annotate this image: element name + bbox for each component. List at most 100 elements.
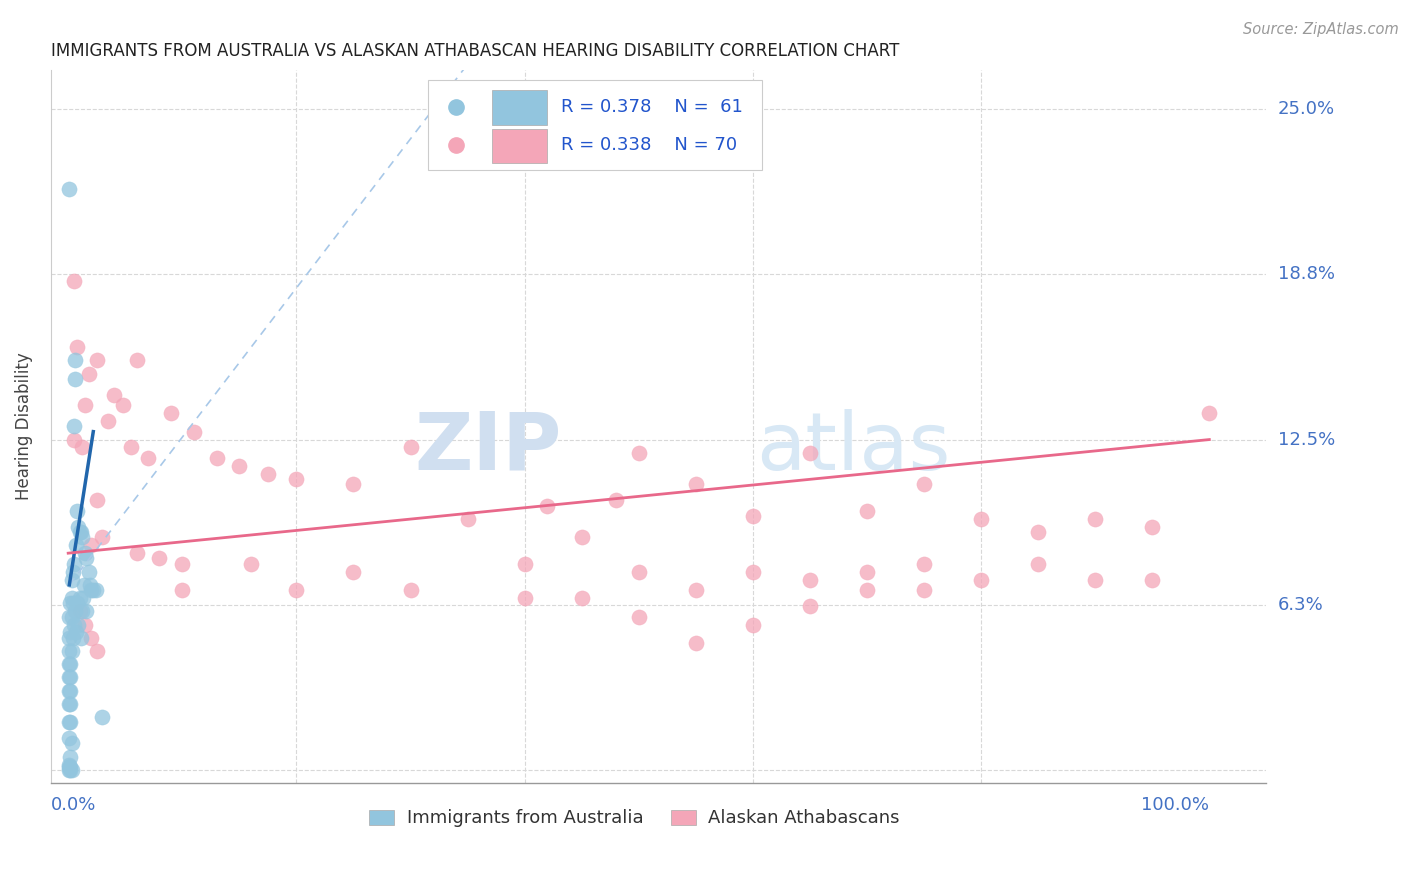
Text: R = 0.338    N = 70: R = 0.338 N = 70 (561, 136, 738, 154)
Point (65, 538, 87, 552)
Point (91, 530, 114, 544)
Point (63, 617, 86, 632)
Point (1198, 406, 1220, 420)
Point (513, 591, 536, 606)
Point (77, 367, 100, 381)
Point (627, 609, 650, 624)
Point (228, 458, 250, 473)
Point (59, 715, 82, 730)
Point (70, 530, 93, 544)
Text: 25.0%: 25.0% (1278, 100, 1334, 119)
Point (72, 591, 94, 606)
Point (399, 441, 422, 455)
Point (67, 617, 90, 632)
Point (741, 509, 763, 524)
Point (111, 398, 134, 412)
Point (399, 583, 422, 598)
Point (457, 512, 479, 526)
Y-axis label: Hearing Disability: Hearing Disability (15, 352, 32, 500)
Point (627, 446, 650, 460)
Point (60, 609, 83, 624)
Point (856, 504, 879, 518)
Point (205, 451, 228, 466)
Point (60, 736, 83, 750)
Text: 6.3%: 6.3% (1278, 596, 1323, 614)
Point (70, 604, 93, 618)
Point (799, 446, 821, 460)
Point (66, 596, 89, 610)
Point (257, 467, 280, 481)
Point (58, 731, 80, 745)
Point (536, 499, 558, 513)
Point (172, 583, 194, 598)
Point (912, 477, 935, 491)
Point (342, 565, 364, 579)
Point (75, 398, 97, 412)
Point (741, 617, 763, 632)
Point (77, 565, 100, 579)
Point (58, 757, 80, 772)
Point (59, 697, 82, 711)
Point (59, 670, 82, 684)
Text: atlas: atlas (756, 409, 950, 487)
Point (59, 596, 82, 610)
Point (75, 617, 97, 632)
Point (605, 493, 627, 508)
Point (912, 583, 935, 598)
Point (136, 451, 159, 466)
Point (63, 274, 86, 288)
Point (63, 419, 86, 434)
Point (62, 596, 84, 610)
Text: Source: ZipAtlas.com: Source: ZipAtlas.com (1243, 22, 1399, 37)
Point (63, 372, 86, 386)
Point (513, 557, 536, 571)
Point (66, 340, 89, 354)
Text: 18.8%: 18.8% (1278, 266, 1334, 284)
Point (571, 591, 593, 606)
Point (60, 573, 83, 587)
Point (148, 551, 170, 566)
Point (67, 520, 90, 534)
Point (59, 763, 82, 777)
Text: 100.0%: 100.0% (1142, 796, 1209, 814)
Point (58, 670, 80, 684)
Text: 0.0%: 0.0% (51, 796, 97, 814)
Point (58, 715, 80, 730)
Point (239, 557, 262, 571)
Text: R = 0.378    N =  61: R = 0.378 N = 61 (561, 98, 744, 116)
Point (60, 591, 83, 606)
Point (58, 760, 80, 774)
Point (58, 631, 80, 645)
Bar (492, 129, 547, 163)
Point (58, 181, 80, 195)
FancyBboxPatch shape (427, 80, 762, 169)
Point (103, 387, 125, 401)
Point (160, 406, 183, 420)
Point (69, 604, 91, 618)
Point (1142, 520, 1164, 534)
Point (60, 763, 83, 777)
Point (69, 524, 91, 539)
Point (285, 583, 308, 598)
Point (73, 578, 96, 592)
Point (58, 763, 80, 777)
Point (84, 583, 107, 598)
Point (97, 414, 120, 428)
Point (120, 441, 142, 455)
Point (285, 472, 308, 486)
Point (342, 477, 364, 491)
Point (856, 565, 879, 579)
Point (69, 591, 91, 606)
Point (59, 657, 82, 672)
Point (75, 546, 97, 560)
Text: IMMIGRANTS FROM AUSTRALIA VS ALASKAN ATHABASCAN HEARING DISABILITY CORRELATION C: IMMIGRANTS FROM AUSTRALIA VS ALASKAN ATH… (51, 42, 900, 60)
Text: 12.5%: 12.5% (1278, 431, 1334, 449)
Point (75, 604, 97, 618)
Point (58, 644, 80, 658)
Bar (492, 90, 547, 125)
Point (63, 604, 86, 618)
Point (62, 631, 84, 645)
Point (59, 749, 82, 764)
Point (58, 697, 80, 711)
Point (685, 583, 707, 598)
